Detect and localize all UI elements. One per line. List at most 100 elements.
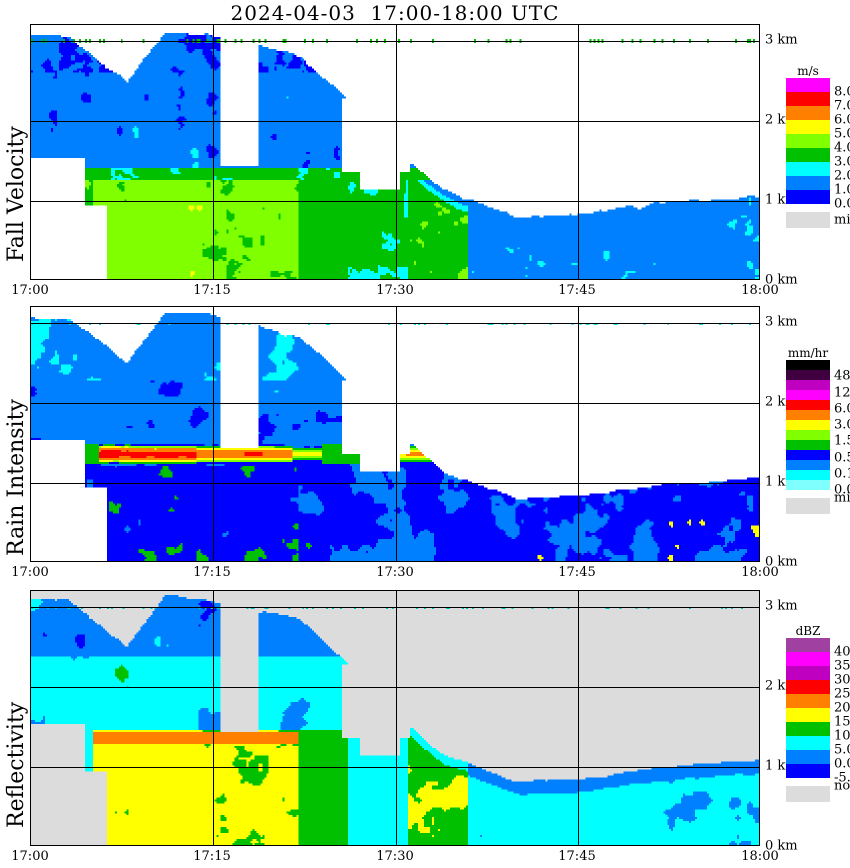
colorbar-swatch <box>786 736 830 750</box>
colorbar-tick-label: 6.0 <box>834 401 850 417</box>
colorbar-tick-label: 15.0 <box>834 714 850 730</box>
plot-area-fall-velocity[interactable] <box>30 24 760 280</box>
colorbar-tick-label: 0.0 <box>834 756 850 772</box>
colorbar-swatch <box>786 722 830 736</box>
xtick-ri-3: 17:45 <box>558 565 596 580</box>
colorbar-swatch <box>786 190 830 204</box>
panel-rain-intensity: Rain Intensity 17:00 17:15 17:30 17:45 1… <box>0 288 850 580</box>
xtick-rf-4: 18:00 <box>741 849 779 864</box>
colorbar-swatch <box>786 460 830 470</box>
colorbar-tick-label: 35.0 <box>834 658 850 674</box>
colorbar-swatch <box>786 120 830 134</box>
xtick-fv-3: 17:45 <box>558 283 596 298</box>
colorbar-swatch <box>786 92 830 106</box>
plot-area-reflectivity[interactable] <box>30 590 760 846</box>
xtick-fv-0: 17:00 <box>11 283 49 298</box>
colorbar-swatch <box>786 400 830 410</box>
colorbar-tick-label: 0.5 <box>834 450 850 465</box>
colorbar-swatch <box>786 440 830 450</box>
ytick-fv-3km: 3 km <box>765 32 798 48</box>
colorbar-swatch <box>786 666 830 680</box>
xtick-fv-2: 17:30 <box>376 283 414 298</box>
ytick-rf-0km: 0 km <box>765 838 798 854</box>
colorbar-swatch <box>786 162 830 176</box>
figure-title: 2024-04-03 17:00-18:00 UTC <box>230 1 560 25</box>
colorbar-swatch <box>786 450 830 460</box>
colorbar-tick-label: 40.0 <box>834 644 850 660</box>
colorbar-tick-label: 25.0 <box>834 686 850 702</box>
colorbar-swatch <box>786 380 830 390</box>
colorbar-tick-label: 2.0 <box>834 168 850 184</box>
colorbar-swatch <box>786 106 830 120</box>
colorbar-swatch <box>786 78 830 92</box>
colorbar-swatch <box>786 370 830 380</box>
colorbar-tick-label: 0.0 <box>834 482 850 498</box>
colorbar-tick-label: 3.0 <box>834 417 850 433</box>
xtick-ri-1: 17:15 <box>193 565 231 580</box>
xtick-rf-0: 17:00 <box>11 849 49 864</box>
heatmap-reflectivity <box>31 591 759 845</box>
colorbar-rf-swatches <box>786 638 830 778</box>
colorbar-swatch <box>786 148 830 162</box>
colorbar-tick-label: 10.0 <box>834 728 850 744</box>
colorbar-rf-miss-swatch <box>786 786 830 802</box>
colorbar-tick-label: 1.0 <box>834 182 850 198</box>
colorbar-swatch <box>786 420 830 430</box>
colorbar-tick-label: 8.0 <box>834 84 850 100</box>
heatmap-fall-velocity <box>31 25 759 279</box>
colorbar-swatch <box>786 360 830 370</box>
colorbar-swatch <box>786 638 830 652</box>
colorbar-tick-label: 1.5 <box>834 433 850 449</box>
colorbar-swatch <box>786 430 830 440</box>
panel-reflectivity: Reflectivity 17:00 17:15 17:30 17:45 18:… <box>0 566 850 868</box>
panel-reflectivity-ylabel: Reflectivity <box>4 701 29 828</box>
colorbar-tick-label: 48.0 <box>834 368 850 384</box>
colorbar-swatch <box>786 680 830 694</box>
colorbar-tick-label: 12.0 <box>834 385 850 400</box>
colorbar-swatch <box>786 708 830 722</box>
colorbar-swatch <box>786 470 830 480</box>
xtick-fv-1: 17:15 <box>193 283 231 298</box>
colorbar-ri-miss-swatch <box>786 498 830 514</box>
colorbar-swatch <box>786 764 830 778</box>
colorbar-tick-label: 7.0 <box>834 98 850 114</box>
heatmap-rain-intensity <box>31 307 759 561</box>
panel-rain-intensity-ylabel: Rain Intensity <box>4 399 29 556</box>
colorbar-swatch <box>786 694 830 708</box>
xtick-rf-3: 17:45 <box>558 849 596 864</box>
ytick-fv-0km: 0 km <box>765 272 798 288</box>
colorbar-swatch <box>786 750 830 764</box>
colorbar-rf-miss-label: none <box>834 778 850 794</box>
plot-area-rain-intensity[interactable] <box>30 306 760 562</box>
colorbar-swatch <box>786 652 830 666</box>
colorbar-tick-label: 0.0 <box>834 196 850 212</box>
colorbar-tick-label: 5.0 <box>834 742 850 758</box>
colorbar-fv-swatches <box>786 78 830 204</box>
colorbar-fv-unit: m/s <box>797 64 819 78</box>
colorbar-tick-label: 0.1 <box>834 466 850 482</box>
ytick-ri-0km: 0 km <box>765 554 798 570</box>
colorbar-swatch <box>786 176 830 190</box>
ytick-ri-3km: 3 km <box>765 314 798 330</box>
colorbar-tick-label: 3.0 <box>834 154 850 170</box>
colorbar-swatch <box>786 134 830 148</box>
xtick-ri-0: 17:00 <box>11 565 49 580</box>
xtick-rf-1: 17:15 <box>193 849 231 864</box>
colorbar-ri-swatches <box>786 360 830 490</box>
colorbar-swatch <box>786 480 830 490</box>
colorbar-tick-label: 4.0 <box>834 140 850 156</box>
xtick-fv-4: 18:00 <box>741 283 779 298</box>
colorbar-ri-unit: mm/hr <box>787 346 829 360</box>
ytick-rf-3km: 3 km <box>765 598 798 614</box>
xtick-ri-2: 17:30 <box>376 565 414 580</box>
colorbar-fv-miss-swatch <box>786 212 830 228</box>
xtick-ri-4: 18:00 <box>741 565 779 580</box>
colorbar-fv-miss-label: miss <box>834 212 850 228</box>
colorbar-tick-label: 30.0 <box>834 672 850 688</box>
panel-fall-velocity: Fall Velocity 17:00 17:15 17:30 17:45 18… <box>0 0 850 300</box>
panel-fall-velocity-ylabel: Fall Velocity <box>4 126 29 262</box>
colorbar-swatch <box>786 390 830 400</box>
colorbar-ri-miss-label: miss <box>834 490 850 506</box>
xtick-rf-2: 17:30 <box>376 849 414 864</box>
